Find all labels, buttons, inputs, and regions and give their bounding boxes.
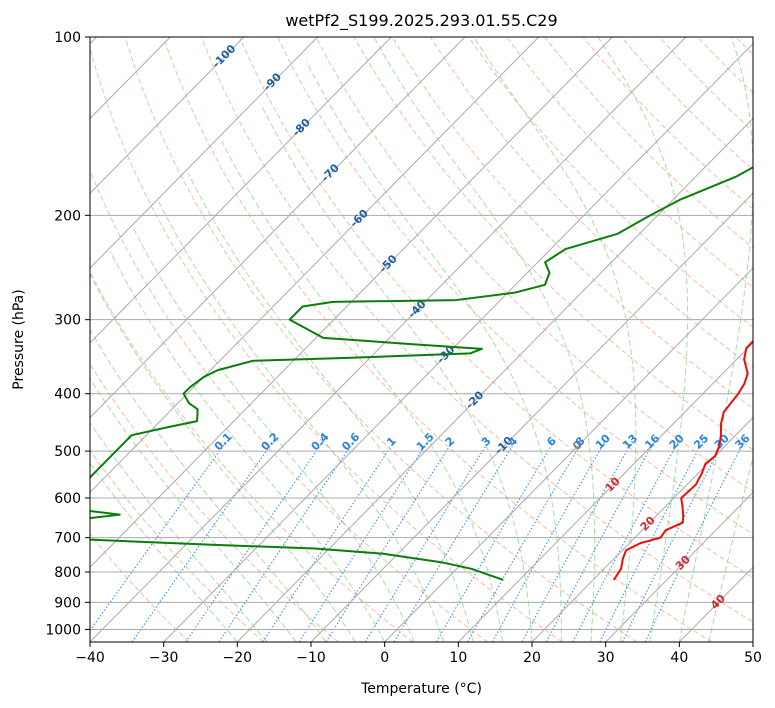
mixing-ratio-lines: [90, 440, 745, 642]
x-axis-title: Temperature (°C): [360, 681, 482, 697]
isotherm-line: [605, 491, 753, 642]
y-tick-label: 500: [54, 444, 81, 460]
isotherm-line: [384, 267, 753, 642]
isotherm-line: [90, 37, 392, 344]
isotherm-line: [531, 416, 753, 642]
isotherm-line: [163, 42, 753, 642]
dry-adiabat-line: [315, 37, 753, 493]
y-tick-label: 400: [54, 387, 81, 403]
isotherm-line: [90, 37, 539, 494]
dry-adiabat-line: [239, 37, 753, 579]
moist-adiabat-line: [90, 462, 238, 642]
mixing-ratio-line: [435, 440, 555, 642]
x-tick-label: −20: [223, 650, 253, 666]
y-tick-label: 800: [54, 565, 81, 581]
temperature-trace: [612, 339, 753, 581]
isotherm-line: [90, 37, 466, 419]
y-tick-label: 1000: [45, 622, 81, 638]
plot-area: -100-90-80-70-60-50-40-30-20-10 010203040…: [90, 37, 753, 642]
x-tick-label: −10: [296, 650, 326, 666]
x-axis: −40 −30 −20 −10 0 10 20 30 40 50: [75, 642, 762, 666]
moist-adiabat-line: [306, 61, 562, 642]
isobars: [90, 37, 753, 630]
dry-adiabat-line: [200, 37, 753, 623]
x-tick-label: 50: [744, 650, 762, 666]
moist-adiabat-line: [90, 272, 356, 642]
moist-adiabat-line: [260, 104, 533, 642]
dry-adiabat-line: [162, 37, 712, 642]
mixing-ratio-line: [644, 440, 745, 642]
mixing-ratio-line: [298, 440, 429, 642]
x-tick-label: 40: [670, 650, 688, 666]
mixing-ratio-line: [218, 440, 355, 642]
moist-adiabat-line: [597, 37, 689, 642]
isotherm-line: [310, 192, 753, 642]
y-axis: 1000 900 800 700 600 500 400 300 200 100: [45, 30, 90, 638]
y-tick-label: 900: [54, 595, 81, 611]
moist-adiabat-line: [473, 37, 637, 642]
x-tick-label: −40: [75, 650, 105, 666]
dry-adiabat-line: [391, 37, 753, 409]
mixing-ratio-line: [131, 440, 275, 642]
isotherm-line: [90, 37, 245, 194]
isotherm-line: [236, 117, 753, 642]
x-tick-label: 0: [380, 650, 389, 666]
mixing-ratio-line: [545, 440, 656, 642]
dry-adiabat-line: [124, 37, 638, 642]
dry-adiabat-line: [468, 37, 753, 328]
y-axis-title: Pressure (hPa): [11, 289, 27, 389]
y-tick-label: 300: [54, 313, 81, 329]
isotherms: [90, 37, 753, 642]
dry-adiabat-line: [353, 37, 753, 451]
dewpoint-trace: [90, 166, 753, 581]
dry-adiabat-line: [90, 46, 563, 642]
moist-adiabat-line: [187, 173, 474, 642]
y-tick-label: 600: [54, 491, 81, 507]
isotherm-line: [90, 37, 318, 269]
moist-adiabat-line: [678, 37, 753, 642]
x-tick-label: 30: [597, 650, 615, 666]
mixing-ratio-line: [599, 440, 704, 642]
mixing-ratio-line: [521, 440, 634, 642]
sounding-series: [90, 166, 753, 581]
moist-adiabat-line: [90, 421, 268, 642]
moist-adiabat-line: [109, 251, 386, 642]
x-tick-label: −30: [149, 650, 179, 666]
plot-frame: [89, 36, 754, 643]
x-tick-label: 20: [523, 650, 541, 666]
y-tick-label: 700: [54, 531, 81, 547]
moist-adiabat-line: [132, 227, 415, 642]
dry-adiabat-line: [90, 271, 414, 642]
mixing-ratio-line: [325, 440, 454, 642]
moist-adiabat-line: [373, 37, 596, 642]
mixing-ratio-line: [364, 440, 490, 642]
isotherm-line: [90, 37, 687, 642]
dry-adiabat-line: [90, 533, 190, 642]
chart-title: wetPf2_S199.2025.293.01.55.C29: [285, 11, 557, 31]
mixing-ratio-line: [262, 440, 396, 642]
mixing-ratio-line: [185, 440, 325, 642]
y-tick-label: 100: [54, 30, 81, 46]
x-tick-label: 10: [449, 650, 467, 666]
moist-adiabat-line: [158, 201, 445, 642]
y-tick-label: 200: [54, 208, 81, 224]
mixing-ratio-line: [572, 440, 680, 642]
isotherm-line: [457, 342, 753, 642]
